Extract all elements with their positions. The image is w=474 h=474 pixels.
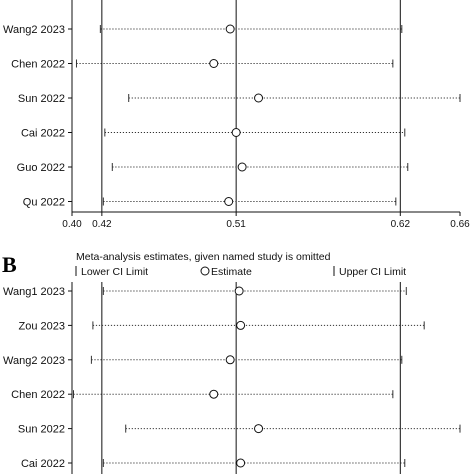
legend-lower-ci-label: Lower CI Limit [81,266,148,278]
estimate-marker [237,162,247,172]
panel-b-sensitivity-plot: B Meta-analysis estimates, given named s… [2,251,461,474]
estimate-marker [225,24,235,34]
estimate-marker [234,286,244,296]
legend-estimate-label: Estimate [211,266,252,278]
estimate-marker [236,320,246,330]
estimate-marker [224,197,234,206]
study-label: Wang2 2023 [3,24,65,36]
estimate-marker [231,128,241,137]
legend-estimate-marker [200,266,210,276]
x-tick-label: 0.51 [226,219,246,230]
estimate-marker [209,389,219,399]
study-label: Wang2 2023 [3,355,65,367]
x-tick-label: 0.40 [62,219,82,230]
legend: Lower CI Limit Estimate Upper CI Limit [75,266,406,278]
study-label: Guo 2022 [17,162,65,174]
study-label: Cai 2022 [21,128,65,140]
study-label: Zou 2023 [19,320,65,332]
legend-upper-ci-label: Upper CI Limit [339,266,406,278]
estimate-marker [236,458,246,468]
estimate-marker [225,355,235,365]
study-label: Chen 2022 [11,59,65,71]
study-label: Wang1 2023 [3,286,65,298]
estimate-marker [209,59,219,68]
study-label: Sun 2022 [18,424,65,436]
study-label: Chen 2022 [11,389,65,401]
estimate-marker [254,93,264,103]
panel-b-label: B [2,252,17,277]
x-tick-label: 0.42 [92,219,112,230]
study-label: Qu 2022 [23,197,65,209]
study-label: Cai 2022 [21,458,65,470]
panel-a-sensitivity-plot: Wang2 2023 Chen 2022 Sun 2022 Cai 2022 Guo 2… [3,0,470,230]
estimate-marker [254,424,264,434]
x-tick-label: 0.66 [450,219,470,230]
x-tick-label: 0.62 [391,219,411,230]
panel-b-title: Meta-analysis estimates, given named stu… [76,251,331,263]
study-label: Sun 2022 [18,93,65,105]
